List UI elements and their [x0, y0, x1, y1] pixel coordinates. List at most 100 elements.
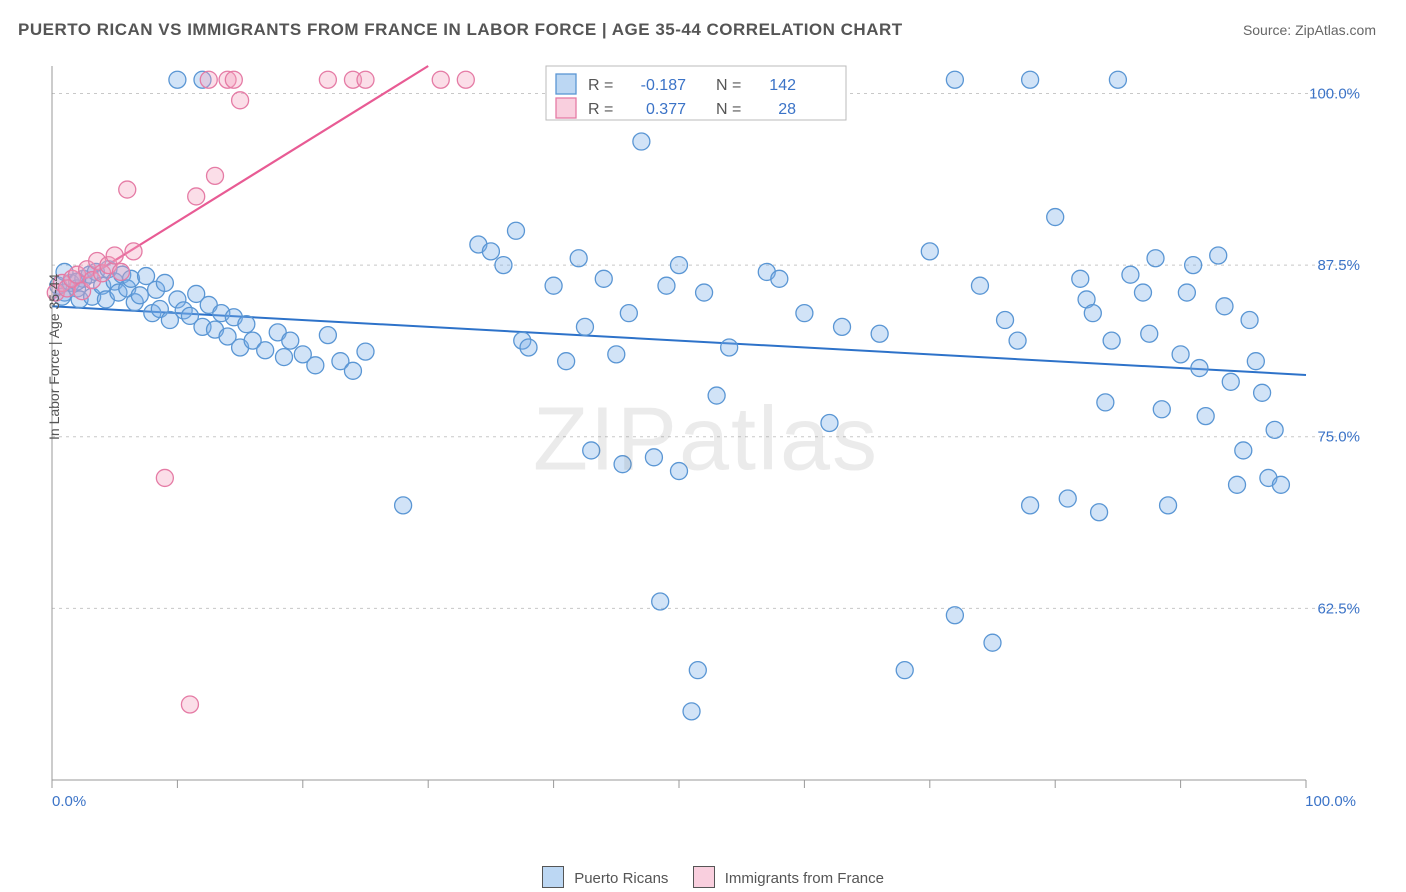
data-point — [520, 339, 537, 356]
data-point — [357, 343, 374, 360]
data-point — [238, 316, 255, 333]
legend-swatch-blue — [542, 866, 564, 888]
legend-swatch-pink — [693, 866, 715, 888]
data-point — [112, 263, 129, 280]
svg-text:0.377: 0.377 — [646, 101, 686, 118]
data-point — [545, 277, 562, 294]
svg-text:142: 142 — [769, 77, 796, 94]
source-label: Source: — [1243, 22, 1295, 38]
svg-text:N =: N = — [716, 101, 741, 118]
data-point — [131, 287, 148, 304]
data-point — [558, 353, 575, 370]
data-point — [1185, 257, 1202, 274]
data-point — [984, 634, 1001, 651]
x-max-label: 100.0% — [1305, 793, 1356, 810]
data-point — [658, 277, 675, 294]
data-point — [1122, 266, 1139, 283]
data-point — [1222, 373, 1239, 390]
data-point — [1191, 360, 1208, 377]
y-tick-label: 100.0% — [1309, 85, 1360, 102]
data-point — [1059, 490, 1076, 507]
data-point — [1141, 325, 1158, 342]
data-point — [620, 305, 637, 322]
data-point — [1172, 346, 1189, 363]
data-point — [771, 270, 788, 287]
chart-container: In Labor Force | Age 35-44 62.5%75.0%87.… — [46, 60, 1366, 820]
y-tick-label: 75.0% — [1317, 429, 1360, 446]
svg-text:N =: N = — [716, 77, 741, 94]
data-point — [156, 469, 173, 486]
data-point — [608, 346, 625, 363]
data-point — [583, 442, 600, 459]
data-point — [834, 318, 851, 335]
data-point — [1153, 401, 1170, 418]
data-point — [181, 696, 198, 713]
data-point — [119, 181, 136, 198]
svg-text:R =: R = — [588, 101, 613, 118]
data-points — [47, 71, 1289, 720]
legend-label-blue: Puerto Ricans — [574, 870, 668, 887]
data-point — [207, 167, 224, 184]
data-point — [1097, 394, 1114, 411]
y-tick-label: 62.5% — [1317, 600, 1360, 617]
data-point — [1022, 497, 1039, 514]
data-point — [1241, 312, 1258, 329]
series-legend: Puerto Ricans Immigrants from France — [0, 866, 1406, 888]
data-point — [169, 71, 186, 88]
data-point — [997, 312, 1014, 329]
data-point — [871, 325, 888, 342]
data-point — [683, 703, 700, 720]
data-point — [225, 71, 242, 88]
data-point — [1109, 71, 1126, 88]
data-point — [1072, 270, 1089, 287]
svg-text:-0.187: -0.187 — [641, 77, 686, 94]
correlation-legend: R =-0.187N =142R =0.377N =28 — [546, 66, 846, 120]
data-point — [671, 463, 688, 480]
data-point — [156, 274, 173, 291]
data-point — [921, 243, 938, 260]
data-point — [1197, 408, 1214, 425]
data-point — [645, 449, 662, 466]
data-point — [1210, 247, 1227, 264]
data-point — [614, 456, 631, 473]
data-point — [457, 71, 474, 88]
data-point — [1009, 332, 1026, 349]
chart-title: PUERTO RICAN VS IMMIGRANTS FROM FRANCE I… — [18, 20, 903, 40]
data-point — [319, 327, 336, 344]
data-point — [1160, 497, 1177, 514]
svg-text:R =: R = — [588, 77, 613, 94]
data-point — [652, 593, 669, 610]
data-point — [282, 332, 299, 349]
y-tick-labels: 62.5% 75.0% 87.5% 100.0% — [1309, 85, 1360, 617]
data-point — [257, 342, 274, 359]
data-point — [689, 662, 706, 679]
data-point — [1229, 476, 1246, 493]
data-point — [671, 257, 688, 274]
data-point — [896, 662, 913, 679]
data-point — [696, 284, 713, 301]
data-point — [721, 339, 738, 356]
y-tick-label: 87.5% — [1317, 257, 1360, 274]
data-point — [275, 349, 292, 366]
data-point — [1216, 298, 1233, 315]
axes — [52, 66, 1306, 788]
source-value: ZipAtlas.com — [1295, 22, 1376, 38]
source-attribution: Source: ZipAtlas.com — [1243, 22, 1376, 38]
data-point — [946, 607, 963, 624]
legend-label-pink: Immigrants from France — [725, 870, 884, 887]
x-tick-labels: 0.0%100.0% — [52, 793, 1356, 810]
data-point — [971, 277, 988, 294]
data-point — [796, 305, 813, 322]
data-point — [1147, 250, 1164, 267]
data-point — [344, 362, 361, 379]
data-point — [1235, 442, 1252, 459]
data-point — [507, 222, 524, 239]
data-point — [495, 257, 512, 274]
data-point — [232, 92, 249, 109]
data-point — [633, 133, 650, 150]
data-point — [595, 270, 612, 287]
data-point — [357, 71, 374, 88]
data-point — [1134, 284, 1151, 301]
data-point — [570, 250, 587, 267]
data-point — [946, 71, 963, 88]
